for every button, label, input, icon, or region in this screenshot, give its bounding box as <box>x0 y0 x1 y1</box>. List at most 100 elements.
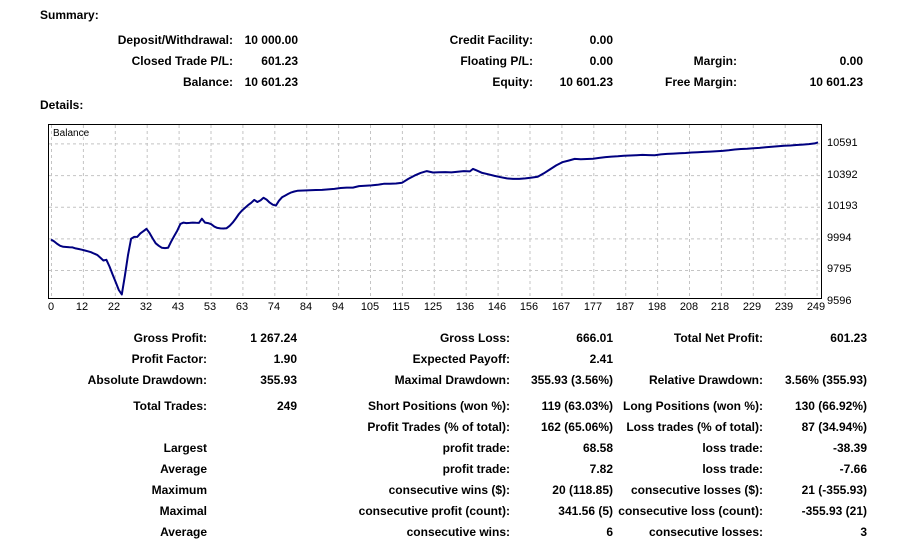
x-axis-tick-label: 22 <box>107 301 121 313</box>
stat-row-label: profit trade: <box>442 441 510 455</box>
summary-table: Deposit/Withdrawal: 10 000.00 Credit Facil… <box>0 30 909 93</box>
stat-row-label: Long Positions (won %): <box>623 399 763 413</box>
stat-row-value: 3.56% (355.93) <box>784 373 867 387</box>
stat-row-label <box>0 417 207 438</box>
stat-row: Maximal consecutive profit (count): 341.56… <box>0 501 909 522</box>
summary-row-value: 0.00 <box>589 33 613 47</box>
stat-row-label: Maximal Drawdown: <box>394 373 510 387</box>
stat-row-value: 355.93 <box>260 373 297 387</box>
summary-row-label <box>613 30 737 51</box>
x-axis-tick-label: 94 <box>331 301 345 313</box>
stat-row-value: 249 <box>276 399 297 413</box>
x-axis-tick-label: 74 <box>267 301 281 313</box>
summary-row-label: Floating P/L: <box>460 54 533 68</box>
x-axis-tick-label: 177 <box>583 301 603 313</box>
stat-row-label: consecutive wins: <box>406 525 510 539</box>
stat-row-label: Average <box>160 525 207 539</box>
x-axis-tick-label: 239 <box>774 301 794 313</box>
stat-row: Average consecutive wins: 6 consecutive los… <box>0 522 909 543</box>
x-axis-tick-label: 187 <box>615 301 635 313</box>
summary-row: Balance: 10 601.23 Equity: 10 601.23 Free Ma… <box>0 72 909 93</box>
stat-row-label: Absolute Drawdown: <box>87 373 207 387</box>
balance-line-svg <box>49 125 821 298</box>
stat-row: Maximum consecutive wins ($): 20 (118.85) c… <box>0 480 909 501</box>
stat-row-value: 162 (65.06%) <box>540 420 613 434</box>
stat-row-value: -38.39 <box>832 441 867 455</box>
x-axis-tick-label: 53 <box>203 301 217 313</box>
stat-row-value: 355.93 (3.56%) <box>530 373 613 387</box>
y-axis-tick-label: 10392 <box>827 169 858 181</box>
y-axis-tick-label: 9795 <box>827 263 852 275</box>
summary-row-value: 601.23 <box>261 54 298 68</box>
stat-row-label: consecutive losses ($): <box>630 483 763 497</box>
summary-row: Deposit/Withdrawal: 10 000.00 Credit Facil… <box>0 30 909 51</box>
summary-row-label: Free Margin: <box>664 75 737 89</box>
stat-row-value <box>207 459 297 480</box>
stat-row-value: 3 <box>860 525 867 539</box>
stat-row: Total Trades: 249 Short Positions (won %):… <box>0 396 909 417</box>
x-axis-tick-label: 125 <box>423 301 443 313</box>
stat-row-label: Relative Drawdown: <box>648 373 763 387</box>
stat-row-label: Gross Loss: <box>439 331 510 345</box>
y-axis-tick-label: 9994 <box>827 232 852 244</box>
stat-row-value: 601.23 <box>830 331 867 345</box>
stat-row-value <box>763 349 867 370</box>
stat-row-value <box>207 480 297 501</box>
summary-row-label: Credit Facility: <box>449 33 533 47</box>
x-axis-tick-label: 115 <box>392 301 410 313</box>
x-axis-tick-label: 229 <box>742 301 762 313</box>
stat-row-value: 1 267.24 <box>250 331 297 345</box>
x-axis-tick-label: 136 <box>455 301 475 313</box>
x-axis-tick-label: 208 <box>679 301 699 313</box>
stat-row-label: consecutive profit (count): <box>358 504 510 518</box>
x-axis-tick-label: 12 <box>75 301 89 313</box>
stat-row: Profit Factor: 1.90 Expected Payoff: 2.41 <box>0 349 909 370</box>
summary-row-label: Balance: <box>182 75 233 89</box>
stat-row-label: Average <box>160 462 207 476</box>
x-axis-tick-label: 0 <box>47 301 55 313</box>
stat-row: Largest profit trade: 68.58 loss trade: -38.… <box>0 438 909 459</box>
stat-row: Absolute Drawdown: 355.93 Maximal Drawdown… <box>0 370 909 391</box>
stat-row-value: -7.66 <box>839 462 867 476</box>
balance-chart: Balance <box>48 124 822 299</box>
x-axis-tick-label: 43 <box>171 301 185 313</box>
balance-line <box>50 141 819 296</box>
summary-section-title: Summary: <box>40 8 99 22</box>
y-axis-tick-label: 10591 <box>827 137 858 149</box>
stat-row-value: 21 (-355.93) <box>801 483 867 497</box>
summary-row-label: Closed Trade P/L: <box>131 54 233 68</box>
stat-row-label: Loss trades (% of total): <box>626 420 763 434</box>
x-axis-tick-label: 32 <box>139 301 153 313</box>
stat-row-label <box>613 349 763 370</box>
stat-row-label: consecutive wins ($): <box>388 483 510 497</box>
summary-row: Closed Trade P/L: 601.23 Floating P/L: 0.00… <box>0 51 909 72</box>
x-axis-tick-label: 249 <box>806 301 826 313</box>
stat-row: Profit Trades (% of total): 162 (65.06%) L… <box>0 417 909 438</box>
stat-row-value: 1.90 <box>273 352 297 366</box>
x-axis-tick-label: 84 <box>299 301 313 313</box>
stat-row-value: 341.56 (5) <box>558 504 613 518</box>
stat-row-label: Total Net Profit: <box>673 331 763 345</box>
stat-row-value: 68.58 <box>582 441 613 455</box>
stat-row-label: Total Trades: <box>133 399 207 413</box>
details-section-title: Details: <box>40 98 84 112</box>
x-axis-tick-label: 63 <box>235 301 249 313</box>
stat-row: Gross Profit: 1 267.24 Gross Loss: 666.01 To… <box>0 328 909 349</box>
stat-row-value: 130 (66.92%) <box>794 399 867 413</box>
stat-row-value <box>207 417 297 438</box>
summary-row-value: 10 000.00 <box>244 33 298 47</box>
stat-row-label: loss trade: <box>702 441 763 455</box>
y-axis-tick-label: 9596 <box>827 295 852 307</box>
stat-row-label: Profit Trades (% of total): <box>367 420 510 434</box>
stat-row-label: Largest <box>163 441 207 455</box>
stat-row-label: Short Positions (won %): <box>368 399 510 413</box>
balance-series-label: Balance <box>53 128 90 139</box>
x-axis-tick-label: 218 <box>710 301 730 313</box>
stat-row-label: consecutive loss (count): <box>618 504 763 518</box>
summary-row-label: Equity: <box>492 75 533 89</box>
stat-row-value: 7.82 <box>589 462 613 476</box>
stat-row-value: 6 <box>606 525 613 539</box>
summary-row-label: Deposit/Withdrawal: <box>117 33 233 47</box>
stat-row-label: profit trade: <box>442 462 510 476</box>
stat-row-label: loss trade: <box>702 462 763 476</box>
